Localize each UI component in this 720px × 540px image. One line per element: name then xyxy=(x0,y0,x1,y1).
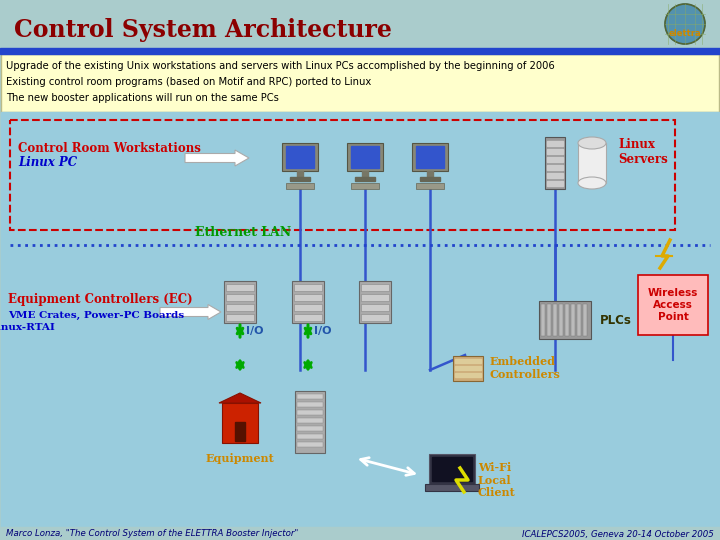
Bar xyxy=(297,434,323,439)
Bar xyxy=(638,275,708,335)
Bar xyxy=(455,366,481,370)
Bar xyxy=(226,314,254,321)
Bar xyxy=(351,146,379,168)
Bar xyxy=(355,177,375,181)
Text: elettra: elettra xyxy=(669,30,701,38)
Bar xyxy=(361,314,389,321)
Text: Ethernet LAN: Ethernet LAN xyxy=(195,226,291,239)
Text: Equipment: Equipment xyxy=(206,453,274,463)
Text: I/O: I/O xyxy=(314,326,331,336)
Bar xyxy=(0,527,720,540)
Bar xyxy=(559,304,563,336)
Bar xyxy=(286,146,314,168)
Bar xyxy=(583,304,587,336)
Bar xyxy=(359,281,391,323)
Bar xyxy=(362,171,368,177)
Bar xyxy=(222,403,258,443)
Text: with Linux-RTAI: with Linux-RTAI xyxy=(0,322,55,332)
Bar xyxy=(1,112,719,527)
Bar xyxy=(1,54,719,112)
Text: VME Crates, Power-PC Boards: VME Crates, Power-PC Boards xyxy=(8,310,184,320)
Text: ICALEPCS2005, Geneva 20-14 October 2005: ICALEPCS2005, Geneva 20-14 October 2005 xyxy=(522,530,714,538)
FancyArrow shape xyxy=(185,150,249,166)
Bar xyxy=(420,177,440,181)
Bar xyxy=(547,157,563,162)
Ellipse shape xyxy=(578,137,606,149)
Bar xyxy=(297,410,323,415)
Polygon shape xyxy=(219,393,261,403)
Bar xyxy=(297,442,323,447)
Text: Marco Lonza, "The Control System of the ELETTRA Booster Injector": Marco Lonza, "The Control System of the … xyxy=(6,530,298,538)
Bar xyxy=(226,304,254,311)
Bar xyxy=(455,359,481,363)
Bar xyxy=(429,454,475,484)
Bar xyxy=(282,143,318,171)
Text: Wi-Fi
Local
Client: Wi-Fi Local Client xyxy=(478,462,516,498)
Bar xyxy=(571,304,575,336)
Text: Embedded
Controllers: Embedded Controllers xyxy=(490,356,561,380)
Bar xyxy=(292,281,324,323)
Bar xyxy=(226,294,254,301)
Bar xyxy=(294,304,322,311)
Bar xyxy=(0,48,720,54)
Bar xyxy=(547,181,563,186)
Bar xyxy=(455,373,481,377)
Bar xyxy=(235,422,245,441)
Bar xyxy=(553,304,557,336)
Text: I/O: I/O xyxy=(246,326,264,336)
Bar xyxy=(0,0,720,50)
Bar xyxy=(545,137,565,189)
Text: Control Room Workstations: Control Room Workstations xyxy=(18,141,201,154)
Bar xyxy=(361,284,389,291)
Bar xyxy=(347,143,383,171)
Bar xyxy=(297,171,303,177)
Bar xyxy=(294,284,322,291)
Bar xyxy=(297,418,323,423)
Bar xyxy=(547,165,563,170)
Circle shape xyxy=(665,4,705,44)
Bar xyxy=(541,304,545,336)
Bar xyxy=(290,177,310,181)
Bar xyxy=(294,314,322,321)
Text: Existing control room programs (based on Motif and RPC) ported to Linux: Existing control room programs (based on… xyxy=(6,77,372,87)
Bar xyxy=(294,294,322,301)
Bar xyxy=(297,402,323,407)
Bar xyxy=(416,146,444,168)
Bar xyxy=(565,304,569,336)
Text: Control System Architecture: Control System Architecture xyxy=(14,18,392,42)
Text: Linux PC: Linux PC xyxy=(18,157,77,170)
Bar xyxy=(425,484,479,491)
Bar xyxy=(297,426,323,431)
Bar xyxy=(226,284,254,291)
Bar xyxy=(547,173,563,178)
Bar xyxy=(361,294,389,301)
Bar xyxy=(416,183,444,189)
Bar xyxy=(578,143,606,183)
Bar xyxy=(427,171,433,177)
Bar xyxy=(547,141,563,146)
Ellipse shape xyxy=(578,177,606,189)
Bar xyxy=(577,304,581,336)
FancyArrow shape xyxy=(160,305,221,320)
Bar xyxy=(224,281,256,323)
Bar xyxy=(361,304,389,311)
Text: The new booster applications will run on the same PCs: The new booster applications will run on… xyxy=(6,93,279,103)
Bar xyxy=(432,457,472,481)
Bar xyxy=(351,183,379,189)
Text: Wireless
Access
Point: Wireless Access Point xyxy=(648,288,698,322)
Text: Upgrade of the existing Unix workstations and servers with Linux PCs accomplishe: Upgrade of the existing Unix workstation… xyxy=(6,61,554,71)
Bar xyxy=(295,391,325,453)
Text: PLCs: PLCs xyxy=(600,314,632,327)
Bar xyxy=(547,149,563,154)
Bar xyxy=(412,143,448,171)
Text: Equipment Controllers (EC): Equipment Controllers (EC) xyxy=(8,294,193,307)
Bar xyxy=(286,183,314,189)
Bar xyxy=(539,301,591,339)
Bar xyxy=(547,304,551,336)
Bar xyxy=(297,394,323,399)
Bar xyxy=(453,356,483,381)
Text: Linux
Servers: Linux Servers xyxy=(618,138,667,166)
